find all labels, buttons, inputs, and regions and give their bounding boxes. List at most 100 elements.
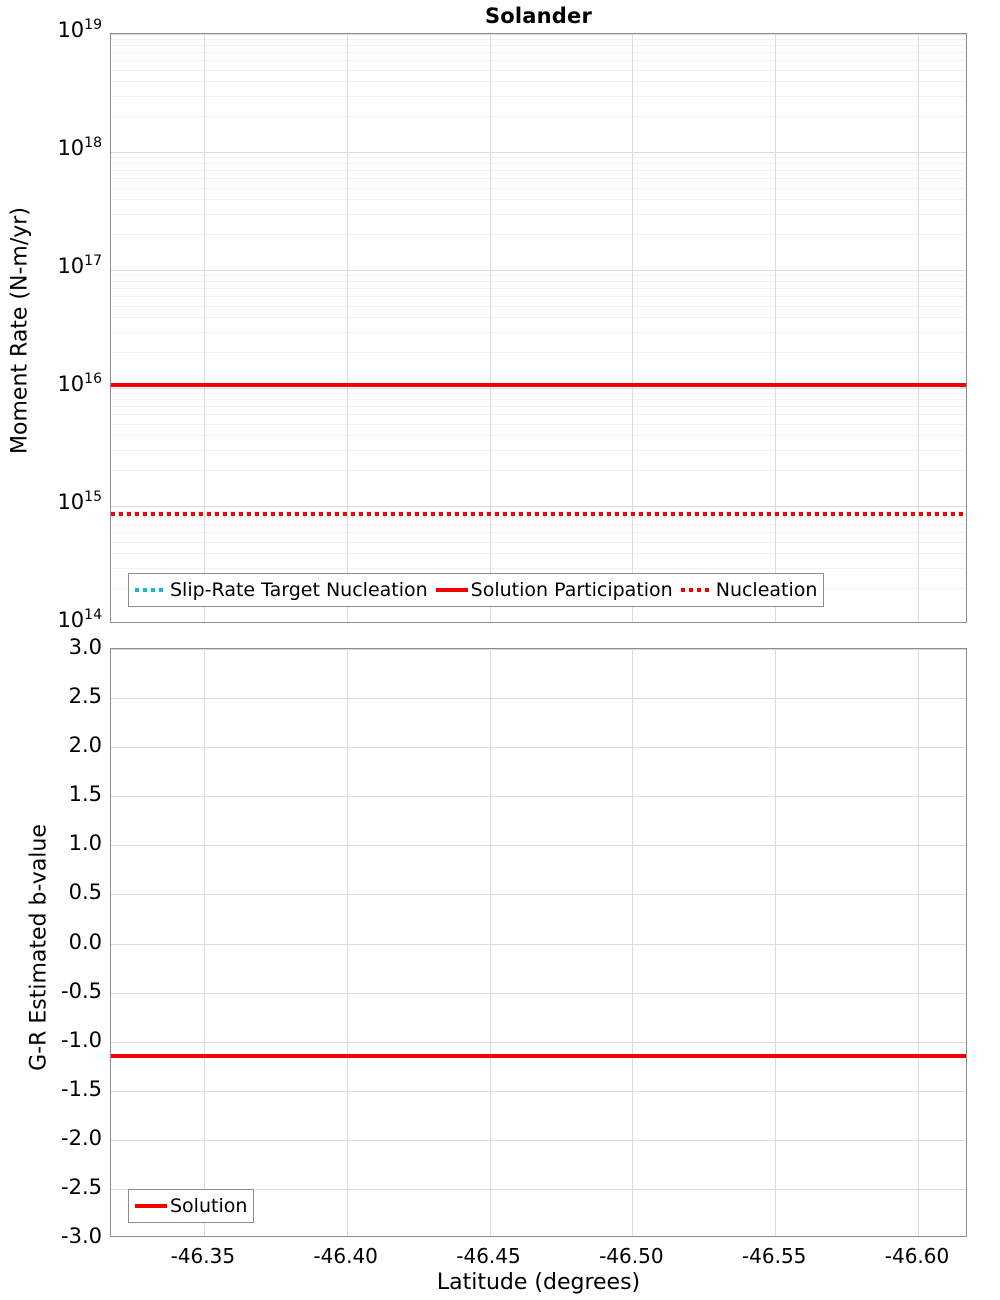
y-tick-label: 1.5 xyxy=(68,782,102,807)
moment-rate-legend[interactable]: Slip-Rate Target Nucleation Solution Par… xyxy=(128,573,825,607)
y-tick-label: -3.0 xyxy=(61,1224,102,1248)
legend-entry-solution[interactable]: Solution xyxy=(135,1194,248,1217)
gridline-minor xyxy=(111,39,966,41)
y-tick-exponent: 19 xyxy=(84,17,102,33)
y-tick-label: 1.0 xyxy=(68,831,102,856)
x-tick-label: -46.35 xyxy=(170,1244,236,1268)
gridline-minor xyxy=(111,305,966,307)
gridline-minor xyxy=(111,414,966,416)
gridline-major xyxy=(111,796,966,798)
legend-entry-solution-participation[interactable]: Solution Participation xyxy=(435,578,673,601)
gridline-major xyxy=(111,152,966,153)
gridline-vertical xyxy=(489,649,491,1236)
legend-label: Nucleation xyxy=(715,578,818,601)
gridline-minor xyxy=(111,517,966,519)
y-tick-exponent: 17 xyxy=(84,253,102,269)
gridline-minor xyxy=(111,288,966,290)
gridline-minor xyxy=(111,234,966,236)
y-tick-exponent: 15 xyxy=(84,489,102,505)
y-tick-mantissa: 10 xyxy=(57,18,85,42)
gridline-minor xyxy=(111,434,966,436)
y-tick-label: 0.0 xyxy=(68,929,102,954)
gridline-vertical xyxy=(775,34,777,622)
gridline-vertical xyxy=(918,649,919,1236)
latitude-axis-label: Latitude (degrees) xyxy=(436,1270,641,1295)
gridline-major xyxy=(111,1090,966,1092)
gridline-major xyxy=(111,992,966,994)
gridline-minor xyxy=(111,45,966,47)
gridline-major xyxy=(111,506,966,507)
gridline-minor xyxy=(111,80,966,82)
gridline-vertical xyxy=(346,34,348,622)
b-value-plot-area xyxy=(110,648,967,1237)
legend-label: Solution xyxy=(170,1194,248,1217)
gridline-vertical xyxy=(203,34,205,622)
gridline-minor xyxy=(111,567,966,569)
gridline-minor xyxy=(111,281,966,283)
gridline-vertical xyxy=(346,649,348,1236)
gridline-vertical xyxy=(489,34,491,622)
y-tick-label: 1014 xyxy=(0,608,110,632)
gridline-major xyxy=(111,34,966,35)
gridline-major xyxy=(111,649,966,650)
gridline-major xyxy=(111,1139,966,1141)
gridline-minor xyxy=(111,316,966,318)
gridline-minor xyxy=(111,95,966,97)
legend-label: Solution Participation xyxy=(470,578,673,601)
gridline-vertical xyxy=(918,34,919,622)
legend-entry-nucleation[interactable]: Nucleation xyxy=(680,578,818,601)
gridline-major xyxy=(111,747,966,749)
b-value-axis-label: G-R Estimated b-value xyxy=(26,824,52,1071)
y-tick-label: -0.5 xyxy=(61,978,102,1003)
dotted-cyan-line-icon xyxy=(135,588,167,592)
gridline-minor xyxy=(111,393,966,395)
gridline-vertical xyxy=(775,649,777,1236)
gridline-minor xyxy=(111,541,966,543)
gridline-minor xyxy=(111,470,966,472)
gridline-major xyxy=(111,943,966,945)
y-tick-label: 3.0 xyxy=(68,635,102,659)
x-tick-label: -46.45 xyxy=(456,1244,521,1268)
y-tick-mantissa: 10 xyxy=(57,608,85,632)
x-tick-label: -46.60 xyxy=(884,1244,950,1268)
gridline-major xyxy=(111,1188,966,1190)
y-tick-label: -2.0 xyxy=(61,1125,102,1150)
gridline-minor xyxy=(111,178,966,180)
y-tick-label: -2.5 xyxy=(61,1174,102,1199)
gridline-minor xyxy=(111,116,966,118)
legend-entry-slip-rate-target-nucleation[interactable]: Slip-Rate Target Nucleation xyxy=(135,579,428,601)
gridline-major xyxy=(111,270,966,271)
x-tick-label: -46.40 xyxy=(313,1244,378,1268)
gridline-minor xyxy=(111,511,966,513)
gridline-major xyxy=(111,698,966,700)
y-tick-label: -1.5 xyxy=(61,1076,102,1101)
y-tick-label: 1017 xyxy=(0,253,110,277)
y-tick-label: 2.0 xyxy=(68,733,102,758)
chart-title: Solander xyxy=(484,4,593,28)
y-tick-mantissa: 10 xyxy=(57,136,85,160)
gridline-minor xyxy=(111,60,966,62)
gridline-minor xyxy=(111,331,966,333)
gridline-vertical xyxy=(203,649,205,1236)
gridline-major xyxy=(111,388,966,389)
gridline-minor xyxy=(111,423,966,425)
gridline-minor xyxy=(111,399,966,401)
gridline-minor xyxy=(111,524,966,526)
y-tick-label: 0.5 xyxy=(68,880,102,905)
b-value-legend[interactable]: Solution xyxy=(128,1189,255,1223)
y-tick-exponent: 16 xyxy=(84,371,102,387)
series-line-solution-participation xyxy=(111,383,966,388)
y-tick-label: 1019 xyxy=(0,17,110,42)
gridline-minor xyxy=(111,296,966,298)
gridline-minor xyxy=(111,163,966,165)
y-tick-exponent: 18 xyxy=(84,135,102,151)
gridline-minor xyxy=(111,275,966,277)
solid-red-line-icon xyxy=(435,588,468,592)
gridline-major xyxy=(111,845,966,847)
moment-rate-axis-label: Moment Rate (N-m/yr) xyxy=(7,207,33,454)
gridline-minor xyxy=(111,52,966,54)
gridline-major xyxy=(111,1041,966,1043)
gridline-minor xyxy=(111,198,966,200)
gridline-minor xyxy=(111,157,966,159)
